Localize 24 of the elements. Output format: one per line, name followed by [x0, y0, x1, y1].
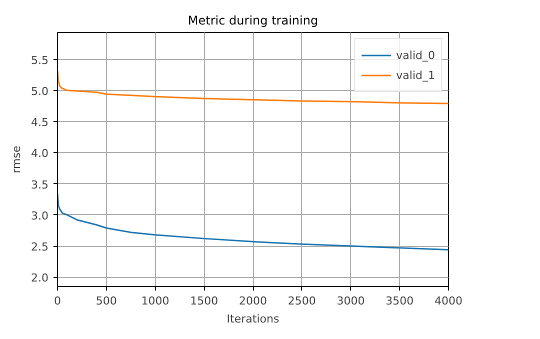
x-axis-title: Iterations [226, 312, 280, 326]
y-tick-label: 5.0 [31, 84, 49, 98]
y-tick-label: 2.0 [31, 272, 49, 285]
y-tick-label: 3.5 [31, 178, 49, 192]
x-tick-label: 1000 [141, 294, 170, 308]
x-tick-label: 500 [96, 294, 117, 308]
x-tick-label: 3500 [386, 294, 414, 308]
x-tick-label: 2000 [239, 294, 268, 308]
y-tick-label: 2.5 [31, 240, 49, 254]
y-tick-label: 5.5 [31, 54, 49, 67]
line-series [58, 192, 448, 251]
x-tick-label: 0 [54, 294, 61, 308]
line-series [58, 70, 448, 104]
y-tick-label: 4.0 [31, 147, 49, 160]
chart-title: Metric during training [188, 14, 318, 28]
legend-label: valid_0 [396, 48, 435, 62]
x-tick-label: 4000 [434, 294, 463, 308]
y-tick-label: 3.0 [31, 209, 49, 222]
y-tick-label: 4.5 [31, 116, 49, 130]
x-tick-label: 2500 [288, 294, 316, 308]
y-axis-title: rmse [10, 145, 24, 174]
x-tick-label: 3000 [336, 294, 365, 308]
legend-label: valid_1 [396, 68, 435, 82]
x-tick-label: 1500 [190, 294, 218, 308]
